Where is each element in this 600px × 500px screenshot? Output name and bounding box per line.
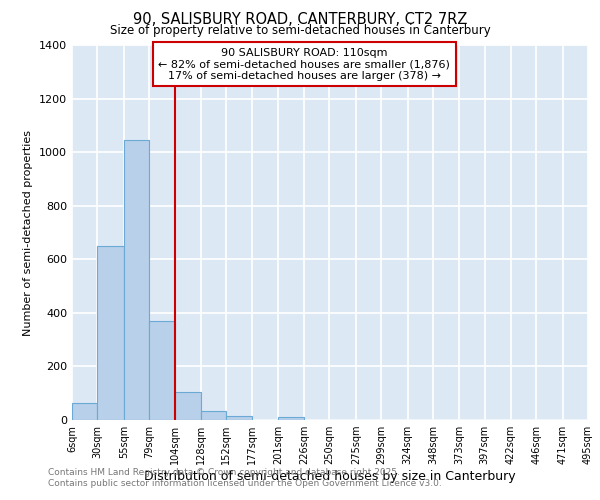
Bar <box>226 416 253 420</box>
Text: Contains HM Land Registry data © Crown copyright and database right 2025.
Contai: Contains HM Land Registry data © Crown c… <box>48 468 442 487</box>
Y-axis label: Number of semi-detached properties: Number of semi-detached properties <box>23 130 34 336</box>
Bar <box>201 410 226 420</box>
Text: 90, SALISBURY ROAD, CANTERBURY, CT2 7RZ: 90, SALISBURY ROAD, CANTERBURY, CT2 7RZ <box>133 12 467 28</box>
Bar <box>175 392 201 420</box>
Text: 90 SALISBURY ROAD: 110sqm
← 82% of semi-detached houses are smaller (1,876)
17% : 90 SALISBURY ROAD: 110sqm ← 82% of semi-… <box>158 48 450 81</box>
Bar <box>124 140 149 420</box>
X-axis label: Distribution of semi-detached houses by size in Canterbury: Distribution of semi-detached houses by … <box>144 470 516 483</box>
Bar <box>97 246 124 420</box>
Bar <box>149 321 175 420</box>
Bar <box>72 402 97 420</box>
Bar <box>278 418 304 420</box>
Text: Size of property relative to semi-detached houses in Canterbury: Size of property relative to semi-detach… <box>110 24 490 37</box>
